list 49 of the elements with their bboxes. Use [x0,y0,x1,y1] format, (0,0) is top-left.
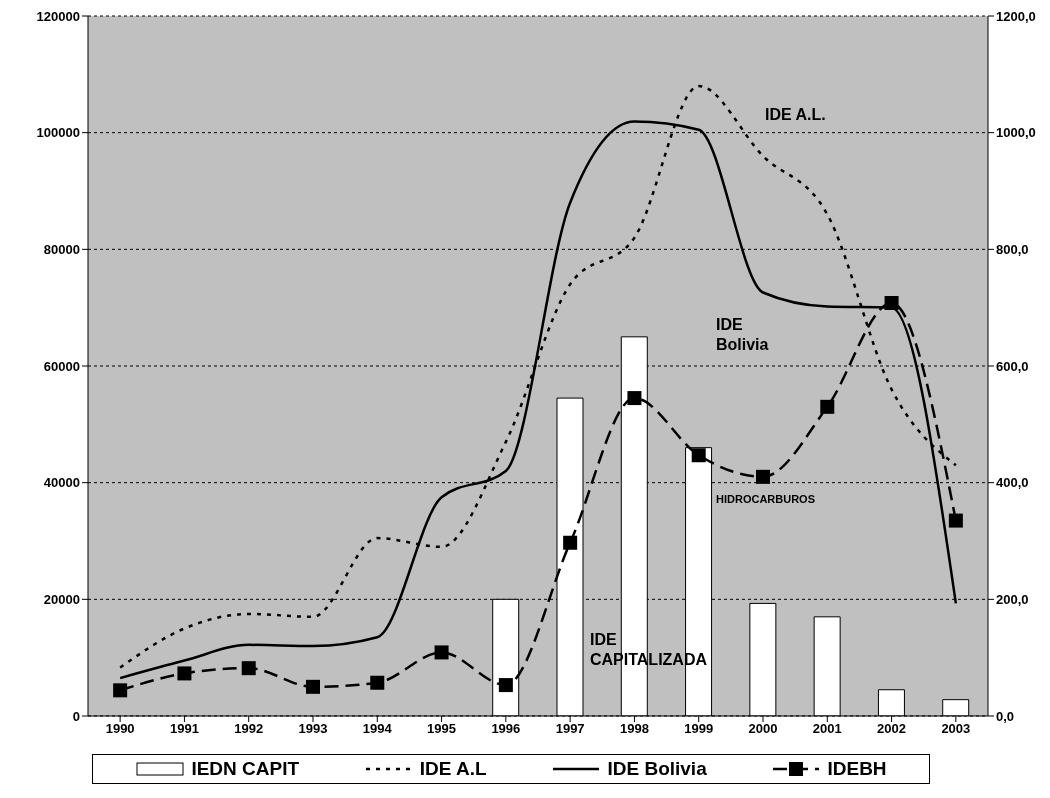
x-tick-label: 1997 [555,721,585,737]
point [177,666,192,681]
x-tick-label: 2000 [748,721,778,737]
x-tick-label: 1998 [619,721,649,737]
x-tick-label: 1994 [362,721,393,737]
point [884,296,899,310]
x-tick-label: 1995 [427,721,457,737]
x-tick-label: 1996 [491,721,521,737]
y2-tick-label: 400,0 [996,475,1029,491]
y-tick-label: 20000 [43,591,80,607]
x-tick-label: 2001 [812,721,842,737]
y2-tick-label: 600,0 [996,358,1029,374]
y2-tick-label: 200,0 [996,591,1029,607]
annotation: IDE Bolivia [716,315,770,355]
point [820,399,835,414]
x-tick-label: 1990 [105,721,135,737]
annotation: HIDROCARBUROS [716,493,816,507]
point [434,645,449,660]
y2-tick-label: 800,0 [996,241,1029,257]
y-tick-label: 80000 [43,241,80,257]
annotation: IDE A.L. [765,105,827,125]
point [498,678,513,693]
x-tick-label: 2002 [877,721,907,737]
point [370,675,385,690]
y2-tick-label: 1200,0 [996,8,1036,24]
point [113,683,128,698]
legend-label: IDE Bolivia [607,758,707,780]
y-tick-label: 0 [72,708,80,724]
point [306,679,320,694]
point [756,469,770,484]
point [563,535,578,550]
point [627,391,642,406]
legend-label: IEDN CAPIT [191,758,300,780]
point [241,661,256,676]
y-tick-label: 60000 [43,358,80,374]
x-tick-label: 1991 [169,721,199,737]
legend-label: IDEBH [827,758,887,780]
point [948,513,963,528]
x-tick-label: 1999 [684,721,714,737]
y2-tick-label: 0,0 [996,708,1015,724]
legend-label: IDE A.L [419,758,487,780]
y2-tick-label: 1000,0 [996,125,1036,141]
point [691,448,706,463]
y-tick-label: 100000 [36,125,80,141]
x-tick-label: 2003 [941,721,971,737]
y-tick-label: 40000 [43,475,80,491]
y-tick-label: 120000 [36,8,80,24]
x-tick-label: 1993 [298,721,328,737]
x-tick-label: 1992 [234,721,264,737]
